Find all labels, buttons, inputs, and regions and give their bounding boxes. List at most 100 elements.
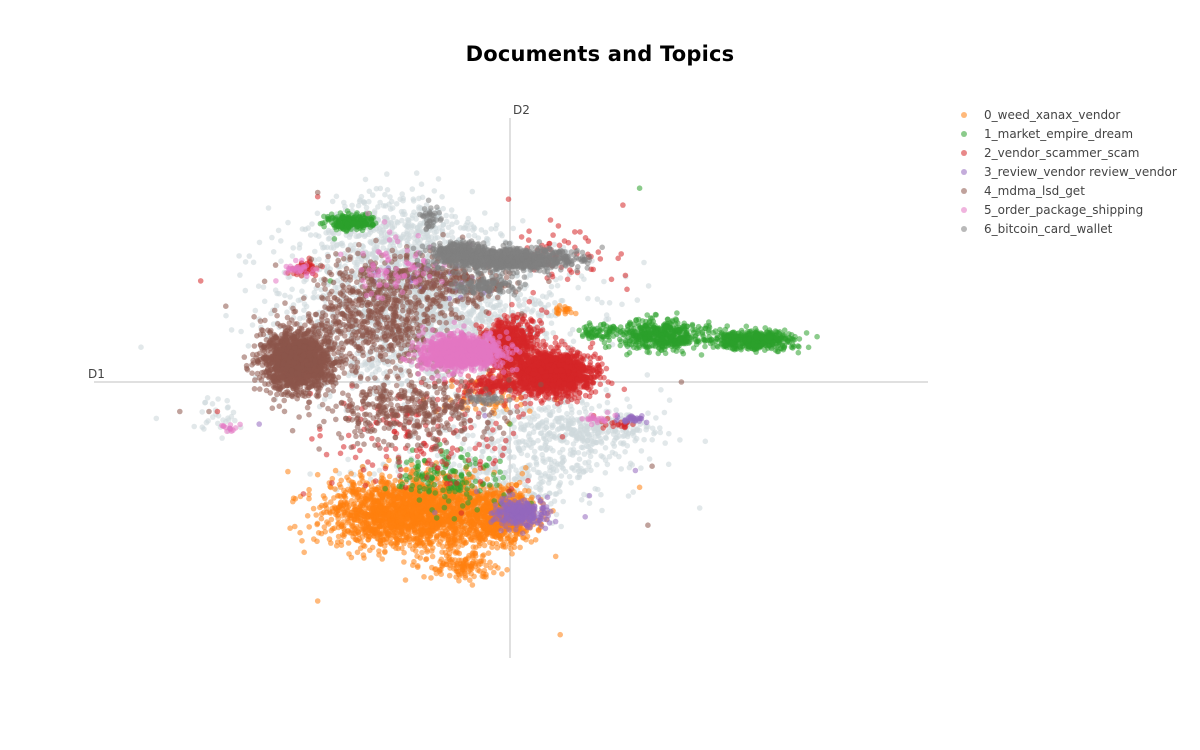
data-point — [363, 361, 369, 367]
data-point — [550, 422, 556, 429]
data-point — [441, 239, 448, 245]
data-point — [341, 199, 347, 206]
data-point — [559, 446, 566, 453]
data-point — [460, 225, 467, 231]
data-point — [345, 540, 352, 546]
data-point — [478, 453, 485, 460]
data-point — [440, 205, 447, 212]
data-point — [434, 533, 441, 539]
data-point — [541, 433, 547, 439]
data-point — [492, 225, 499, 232]
data-point — [409, 212, 416, 219]
data-point — [324, 263, 331, 270]
data-point — [314, 210, 321, 217]
data-point — [466, 446, 473, 452]
data-point — [470, 432, 476, 439]
data-point — [392, 477, 399, 484]
data-point — [543, 424, 550, 431]
data-point — [522, 296, 528, 303]
data-point — [531, 454, 538, 460]
data-point — [602, 445, 609, 451]
data-point — [613, 407, 619, 413]
data-point — [290, 498, 296, 505]
data-point — [466, 232, 472, 239]
data-point — [219, 435, 225, 441]
data-point — [373, 185, 380, 192]
data-point — [657, 425, 663, 431]
data-point — [538, 445, 545, 452]
data-point — [439, 194, 445, 200]
data-point — [547, 445, 554, 452]
data-point — [548, 320, 555, 327]
data-point — [321, 396, 328, 403]
data-point — [303, 303, 310, 310]
data-point — [418, 181, 425, 187]
data-point — [478, 227, 485, 233]
data-point — [299, 226, 306, 232]
data-point — [363, 204, 370, 211]
data-point — [310, 505, 317, 512]
data-point — [335, 507, 341, 514]
data-point — [387, 206, 394, 212]
data-point — [559, 297, 566, 304]
data-point — [521, 427, 528, 433]
data-point — [513, 439, 519, 446]
data-point — [538, 472, 544, 479]
data-point — [377, 199, 383, 206]
data-point — [381, 229, 388, 235]
data-point — [631, 433, 637, 439]
data-point — [358, 193, 365, 200]
data-point — [620, 440, 627, 446]
data-point — [524, 452, 531, 459]
data-point — [548, 460, 555, 467]
data-point — [570, 420, 576, 427]
data-point — [450, 530, 457, 536]
data-point — [550, 330, 556, 336]
data-point — [548, 312, 555, 319]
data-point — [419, 549, 425, 556]
data-point — [619, 301, 625, 308]
data-point — [456, 462, 463, 469]
data-point — [361, 233, 368, 240]
data-point — [328, 228, 335, 235]
data-point — [393, 201, 400, 207]
data-point — [242, 287, 249, 294]
data-point — [575, 284, 581, 291]
data-point — [398, 381, 405, 388]
data-point — [488, 226, 495, 232]
data-point — [245, 343, 252, 349]
data-point — [307, 471, 313, 477]
data-point — [376, 548, 382, 554]
data-point — [312, 248, 318, 255]
data-point — [570, 441, 577, 447]
data-point — [536, 481, 542, 487]
data-point — [578, 497, 585, 503]
data-point — [616, 433, 622, 439]
data-point — [485, 301, 491, 308]
data-point — [297, 529, 303, 536]
data-point — [366, 188, 373, 195]
data-point — [449, 213, 455, 219]
data-point — [531, 448, 538, 455]
data-point — [395, 220, 401, 226]
data-point — [375, 204, 381, 210]
data-point — [573, 433, 580, 439]
data-point — [542, 407, 549, 413]
data-point — [443, 212, 450, 219]
data-point — [535, 423, 542, 429]
data-point — [369, 544, 376, 551]
data-point — [237, 272, 243, 278]
data-point — [260, 284, 267, 290]
data-point — [310, 294, 316, 301]
data-point — [449, 234, 456, 241]
data-point — [415, 228, 422, 234]
data-point — [603, 316, 609, 323]
data-point — [409, 186, 416, 192]
data-point — [606, 300, 613, 306]
data-point — [649, 437, 655, 443]
data-point — [416, 204, 422, 210]
data-point — [289, 286, 295, 293]
data-point — [530, 429, 537, 436]
data-point — [569, 465, 575, 471]
